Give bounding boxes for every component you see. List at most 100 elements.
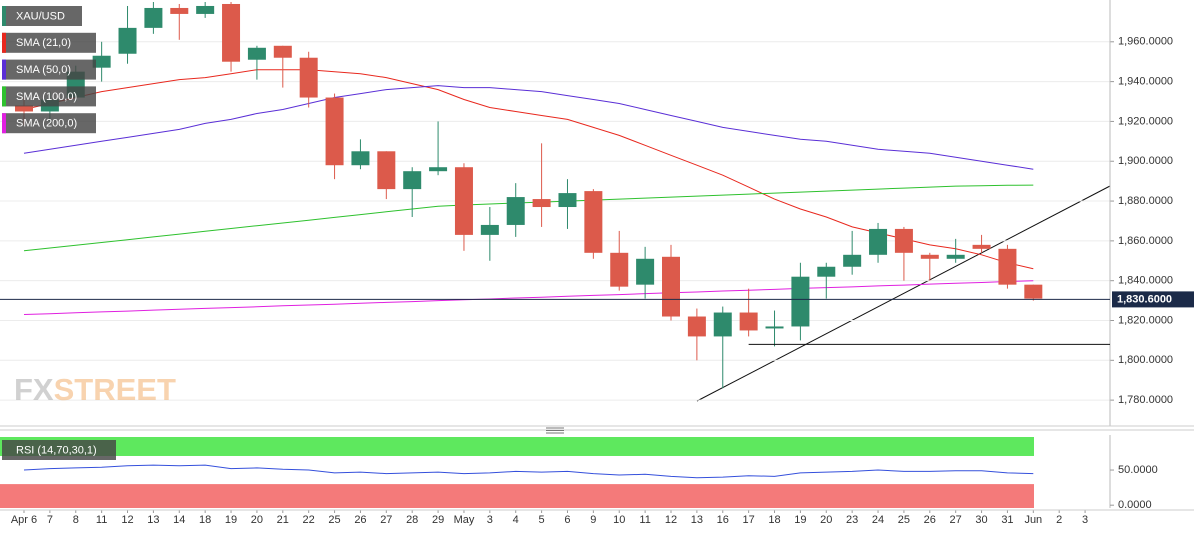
legend-label: SMA (100,0) <box>16 91 77 103</box>
legend-swatch <box>2 59 6 80</box>
candle-body <box>170 7 189 14</box>
x-tick-label: 28 <box>406 514 418 526</box>
x-tick-label: 6 <box>564 514 570 526</box>
panel-divider[interactable] <box>0 427 1194 434</box>
last-price-tag <box>1112 291 1194 308</box>
legend-item[interactable]: SMA (200,0) <box>2 113 96 134</box>
sma-line <box>23 69 1034 270</box>
x-tick-label: 29 <box>432 514 444 526</box>
y-tick-label: 0.0000 <box>1118 499 1152 511</box>
candle-body <box>454 167 473 235</box>
candle-body <box>869 228 888 255</box>
x-tick-label: 3 <box>1082 514 1088 526</box>
y-tick-label: 1,840.0000 <box>1118 275 1173 287</box>
candle-body <box>687 316 706 337</box>
x-tick-label: 20 <box>251 514 263 526</box>
candle-body <box>247 47 266 60</box>
oversold-zone <box>0 484 1034 508</box>
sma-line <box>23 280 1034 315</box>
legend-item[interactable]: SMA (100,0) <box>2 86 96 107</box>
y-tick-label: 1,940.0000 <box>1118 76 1173 88</box>
candle-body <box>403 171 422 190</box>
candle-body <box>739 312 758 331</box>
legend-label: SMA (200,0) <box>16 118 77 130</box>
candle-body <box>610 252 629 287</box>
legend-item[interactable]: SMA (21,0) <box>2 32 96 53</box>
candle-body <box>299 57 318 98</box>
x-tick-label: 8 <box>73 514 79 526</box>
candle-body <box>765 326 784 329</box>
x-tick-label: 12 <box>665 514 677 526</box>
candle-body <box>713 312 732 337</box>
candle-body <box>920 254 939 259</box>
rsi-label: RSI (14,70,30,1) <box>16 444 97 456</box>
x-tick-label: 30 <box>975 514 987 526</box>
candle-body <box>144 7 163 28</box>
candle-body <box>273 45 292 58</box>
legend-item[interactable]: XAU/USD <box>2 6 82 26</box>
legend: XAU/USD SMA (21,0) SMA (50,0) SMA (100,0) SM… <box>2 6 96 134</box>
candle-body <box>15 105 33 112</box>
legend-swatch <box>2 113 6 134</box>
last-price-label: 1,830.6000 <box>1117 293 1172 305</box>
candle-body <box>972 244 991 249</box>
candle-body <box>377 151 396 190</box>
legend-item[interactable]: SMA (50,0) <box>2 59 96 80</box>
watermark: FXSTREET <box>14 372 176 407</box>
x-tick-label: 9 <box>590 514 596 526</box>
x-tick-label: 17 <box>743 514 755 526</box>
x-tick-label: 26 <box>354 514 366 526</box>
y-tick-label: 1,920.0000 <box>1118 115 1173 127</box>
candle-body <box>532 199 551 208</box>
y-tick-label: 1,820.0000 <box>1118 314 1173 326</box>
candle-body <box>429 167 448 172</box>
legend-box <box>2 86 96 107</box>
x-tick-label: Apr 6 <box>11 514 37 526</box>
x-tick-label: 25 <box>898 514 910 526</box>
candle-body <box>1024 284 1043 299</box>
candle-body <box>118 27 137 54</box>
x-tick-label: 14 <box>173 514 185 526</box>
x-tick-label: 20 <box>820 514 832 526</box>
x-tick-label: 24 <box>872 514 884 526</box>
candle-body <box>196 5 215 14</box>
x-tick-label: 18 <box>199 514 211 526</box>
candle-body <box>480 224 499 235</box>
rsi-label-box <box>2 440 116 460</box>
x-tick-label: 16 <box>717 514 729 526</box>
x-tick-label: 12 <box>121 514 133 526</box>
x-tick-label: Jun <box>1024 514 1042 526</box>
candle-body <box>506 197 525 225</box>
y-tick-label: 1,960.0000 <box>1118 36 1173 48</box>
legend-label: SMA (21,0) <box>16 37 71 49</box>
y-tick-label: 1,860.0000 <box>1118 235 1173 247</box>
x-tick-label: 10 <box>613 514 625 526</box>
y-tick-label: 1,900.0000 <box>1118 155 1173 167</box>
candle-body <box>92 55 111 68</box>
candle-body <box>946 254 965 259</box>
candle-body <box>558 193 577 208</box>
sma-line <box>23 184 1034 252</box>
candle-body <box>817 266 836 277</box>
x-tick-label: 19 <box>794 514 806 526</box>
legend-label: XAU/USD <box>16 10 65 22</box>
x-tick-label: 11 <box>639 514 650 526</box>
trend-line <box>696 185 1111 402</box>
x-tick-label: 3 <box>487 514 493 526</box>
sma-line <box>23 85 1034 170</box>
x-tick-label: 27 <box>380 514 392 526</box>
watermark-fx: FX <box>14 372 54 407</box>
x-tick-label: 23 <box>846 514 858 526</box>
x-tick-label: 18 <box>768 514 780 526</box>
candle-body <box>222 3 241 62</box>
legend-box <box>2 113 96 134</box>
candle-body <box>584 191 603 253</box>
legend-label: SMA (50,0) <box>16 64 71 76</box>
candle-body <box>351 151 370 166</box>
candle-body <box>662 256 680 317</box>
x-tick-label: 19 <box>225 514 237 526</box>
y-tick-label: 1,780.0000 <box>1118 394 1173 406</box>
x-tick-label: 22 <box>303 514 315 526</box>
legend-swatch <box>2 86 6 107</box>
x-tick-label: May <box>454 514 475 526</box>
